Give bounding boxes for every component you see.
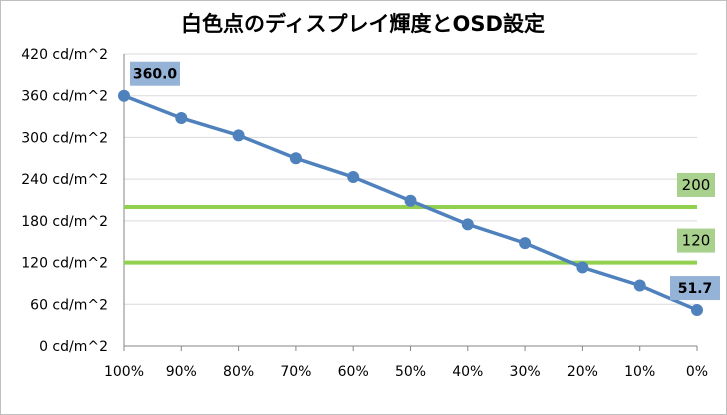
data-point	[118, 89, 130, 102]
data-point	[404, 194, 417, 207]
data-labels: 360.0 51.7	[130, 61, 720, 301]
data-point	[519, 237, 532, 250]
x-tick-label: 80%	[223, 364, 254, 380]
x-tick-label: 0%	[686, 364, 708, 380]
x-tick-label: 50%	[395, 364, 426, 380]
y-tick-label: 120 cd/m^2	[21, 256, 108, 272]
data-label-box	[130, 61, 180, 86]
x-tick-label: 70%	[280, 364, 311, 380]
data-point	[232, 129, 245, 142]
y-tick-label: 420 cd/m^2	[21, 47, 108, 63]
y-tick-label: 360 cd/m^2	[21, 89, 108, 105]
data-label-box	[670, 276, 720, 301]
x-tick-label: 90%	[166, 364, 197, 380]
axes: 0 cd/m^2 60 cd/m^2 120 cd/m^2 180 cd/m^2 240…	[21, 47, 708, 380]
data-label: 51.7	[678, 281, 713, 297]
data-point	[347, 171, 360, 184]
reference-label-box	[677, 172, 715, 197]
series-layer	[118, 89, 703, 317]
y-tick-label: 300 cd/m^2	[21, 130, 108, 146]
data-point	[576, 261, 589, 274]
y-tick-label: 60 cd/m^2	[30, 297, 108, 313]
data-point	[289, 152, 302, 165]
reference-label-box	[677, 228, 715, 253]
y-tick-label: 240 cd/m^2	[21, 172, 108, 188]
x-tick-label: 30%	[510, 364, 541, 380]
reference-lines: 200 120	[124, 172, 715, 265]
data-label: 360.0	[133, 67, 178, 83]
x-tick-label: 100%	[104, 364, 144, 380]
x-tick-label: 60%	[338, 364, 369, 380]
y-tick-label: 180 cd/m^2	[21, 214, 108, 230]
grid-lines	[124, 53, 697, 305]
data-point	[461, 218, 474, 231]
x-tick-label: 40%	[452, 364, 483, 380]
reference-label: 200	[682, 176, 711, 194]
data-point	[633, 279, 646, 292]
reference-label: 120	[682, 232, 711, 250]
chart-title: 白色点のディスプレイ輝度とOSD設定	[181, 12, 545, 36]
x-tick-label: 10%	[624, 364, 655, 380]
y-tick-label: 0 cd/m^2	[39, 339, 108, 355]
data-point	[175, 111, 188, 124]
x-tick-label: 20%	[567, 364, 598, 380]
data-point	[691, 304, 703, 317]
